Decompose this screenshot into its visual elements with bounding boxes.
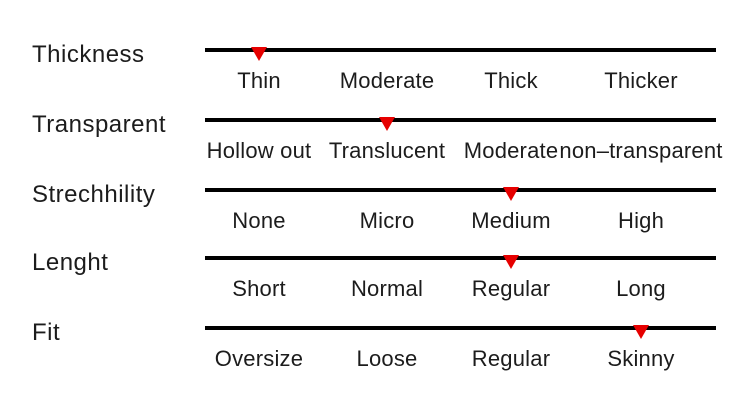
attribute-label: Strechhility [32, 181, 156, 208]
option-label[interactable]: Medium [471, 208, 551, 233]
selected-value-marker-icon[interactable] [503, 255, 519, 269]
attribute-label: Lenght [32, 249, 109, 276]
option-label[interactable]: Moderate [463, 138, 559, 163]
scale-track-line [205, 48, 716, 52]
option-label[interactable]: Loose [356, 346, 418, 371]
attribute-label: Thickness [32, 41, 145, 68]
option-label[interactable]: Normal [350, 276, 424, 301]
option-label[interactable]: Moderate [339, 68, 435, 93]
scale-track-line [205, 118, 716, 122]
selected-value-marker-icon[interactable] [503, 187, 519, 201]
option-label[interactable]: Thick [484, 68, 538, 93]
attribute-label: Fit [32, 319, 61, 346]
selected-value-marker-icon[interactable] [251, 47, 267, 61]
option-label[interactable]: Hollow out [206, 138, 312, 163]
option-label[interactable]: Long [616, 276, 666, 301]
scale-track-line [205, 188, 716, 192]
option-label[interactable]: Translucent [328, 138, 446, 163]
option-label[interactable]: Thin [237, 68, 281, 93]
selected-value-marker-icon[interactable] [379, 117, 395, 131]
option-label[interactable]: Short [232, 276, 286, 301]
option-label[interactable]: Thicker [604, 68, 678, 93]
option-label[interactable]: non–transparent [559, 138, 723, 163]
attribute-label: Transparent [32, 111, 167, 138]
option-label[interactable]: Oversize [214, 346, 304, 371]
option-label[interactable]: Regular [471, 276, 551, 301]
option-label[interactable]: High [617, 208, 665, 233]
scale-track-line [205, 256, 716, 260]
option-label[interactable]: Regular [471, 346, 551, 371]
option-label[interactable]: Micro [359, 208, 415, 233]
option-label[interactable]: None [232, 208, 286, 233]
option-label[interactable]: Skinny [607, 346, 675, 371]
scale-track-line [205, 326, 716, 330]
selected-value-marker-icon[interactable] [633, 325, 649, 339]
